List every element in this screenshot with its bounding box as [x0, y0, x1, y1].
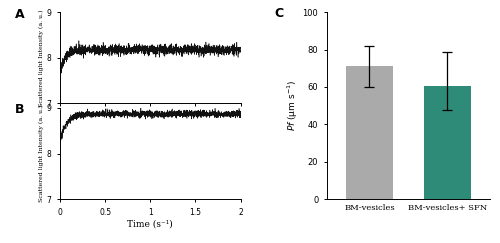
Y-axis label: Scattered light Intensity (a. u.): Scattered light Intensity (a. u.) — [38, 9, 44, 106]
Text: B: B — [15, 104, 24, 116]
Text: C: C — [274, 7, 283, 19]
Bar — [346, 66, 393, 199]
Text: A: A — [15, 8, 24, 21]
Bar — [424, 86, 470, 199]
X-axis label: Time (s⁻¹): Time (s⁻¹) — [128, 219, 173, 228]
Y-axis label: $\mathit{Pf}$ (μm s$^{-1}$): $\mathit{Pf}$ (μm s$^{-1}$) — [286, 80, 300, 131]
Y-axis label: Scattered light Intensity (a. u.): Scattered light Intensity (a. u.) — [38, 105, 44, 202]
